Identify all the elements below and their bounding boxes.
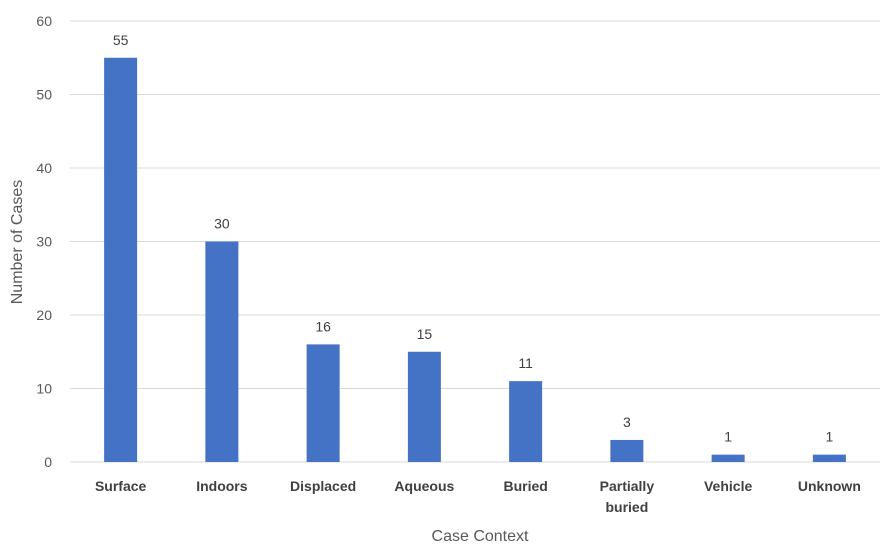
y-axis-ticks: 0 10 20 30 40 50 60 bbox=[36, 13, 52, 470]
data-label: 30 bbox=[214, 216, 230, 232]
gridlines bbox=[70, 20, 880, 463]
bars bbox=[104, 57, 846, 462]
y-tick-label: 40 bbox=[36, 160, 52, 176]
bar bbox=[711, 454, 745, 462]
x-category-label: Vehicle bbox=[704, 478, 752, 494]
data-label: 1 bbox=[724, 429, 732, 445]
bar bbox=[610, 439, 644, 462]
x-axis-categories: Surface Indoors Displaced Aqueous Buried Part… bbox=[95, 478, 861, 515]
bar bbox=[509, 381, 543, 462]
bar bbox=[407, 351, 441, 462]
x-category-label: Buried bbox=[503, 478, 547, 494]
data-label: 3 bbox=[623, 414, 631, 430]
x-category-label: Surface bbox=[95, 478, 147, 494]
data-label: 15 bbox=[417, 326, 433, 342]
data-label: 16 bbox=[315, 318, 331, 334]
x-category-label: Unknown bbox=[798, 478, 861, 494]
bar bbox=[104, 57, 138, 462]
bar bbox=[306, 344, 340, 462]
y-axis-title: Number of Cases bbox=[9, 180, 26, 305]
data-label: 55 bbox=[113, 32, 129, 48]
bar bbox=[205, 241, 239, 462]
y-tick-label: 20 bbox=[36, 307, 52, 323]
data-label: 1 bbox=[825, 429, 833, 445]
data-label: 11 bbox=[518, 355, 533, 371]
x-category-label: Aqueous bbox=[394, 478, 454, 494]
x-category-label: Partially bbox=[600, 478, 655, 494]
y-tick-label: 60 bbox=[36, 13, 52, 29]
y-tick-label: 50 bbox=[36, 87, 52, 103]
x-axis-title: Case Context bbox=[432, 528, 529, 545]
y-tick-label: 30 bbox=[36, 234, 52, 250]
y-tick-label: 10 bbox=[36, 381, 52, 397]
bar bbox=[812, 454, 846, 462]
x-category-label: Displaced bbox=[290, 478, 356, 494]
x-category-label: Indoors bbox=[196, 478, 248, 494]
y-tick-label: 0 bbox=[44, 454, 52, 470]
x-category-label: buried bbox=[605, 499, 648, 515]
